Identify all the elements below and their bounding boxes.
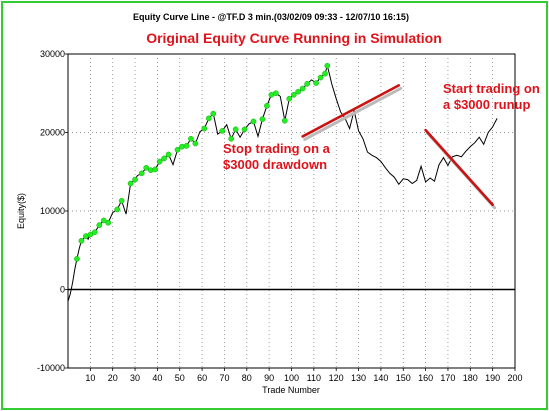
new-high-marker — [114, 206, 121, 213]
annotation-stop-line-2: $3000 drawdown — [223, 157, 327, 172]
x-tick-label: 30 — [130, 373, 140, 383]
new-high-marker — [259, 116, 266, 123]
new-high-marker — [322, 70, 328, 77]
x-axis-title: Trade Number — [262, 385, 320, 395]
y-tick-label: -10000 — [37, 363, 65, 373]
new-high-marker — [304, 80, 310, 87]
new-high-marker — [205, 115, 212, 122]
x-tick-label: 100 — [284, 373, 299, 383]
new-high-marker — [78, 237, 85, 244]
x-tick-label: 20 — [108, 373, 118, 383]
marker-layer — [74, 62, 331, 262]
annotation-arrows — [301, 84, 497, 210]
x-tick-label: 60 — [197, 373, 207, 383]
new-high-marker — [105, 219, 112, 226]
new-high-marker — [96, 222, 103, 228]
x-tick-label: 70 — [219, 373, 229, 383]
new-high-marker — [118, 197, 125, 204]
x-tick-label: 160 — [418, 373, 433, 383]
new-high-marker — [210, 110, 217, 117]
x-tick-label: 190 — [485, 373, 500, 383]
new-high-marker — [152, 166, 159, 173]
new-high-marker — [273, 90, 279, 97]
annotation-start-line-2: a $3000 runup — [443, 97, 530, 112]
new-high-marker — [219, 128, 226, 134]
new-high-marker — [299, 85, 306, 92]
x-tick-label: 110 — [307, 373, 321, 383]
new-high-marker — [174, 146, 181, 153]
y-axis-title: Equity($) — [16, 193, 26, 229]
new-high-marker — [324, 62, 331, 69]
new-high-marker — [192, 140, 199, 147]
chart-subtitle: Original Equity Curve Running in Simulat… — [146, 30, 442, 46]
tick-labels: 10 20 30 40 50 60 70 80 90 100 110 120 130 140 150 160 1… — [37, 49, 523, 383]
y-tick-label: 30000 — [40, 49, 65, 59]
x-tick-label: 90 — [264, 373, 274, 383]
new-high-marker — [132, 176, 138, 183]
new-high-marker — [161, 155, 167, 162]
x-tick-label: 170 — [440, 373, 455, 383]
x-tick-label: 180 — [463, 373, 478, 383]
x-tick-label: 150 — [396, 373, 411, 383]
annotation-start-line-1: Start trading on — [443, 81, 540, 96]
new-high-marker — [201, 125, 208, 132]
new-high-marker — [143, 164, 150, 171]
new-high-marker — [183, 142, 190, 149]
new-high-marker — [281, 117, 288, 124]
new-high-marker — [264, 102, 270, 109]
new-high-marker — [317, 74, 324, 81]
y-tick-label: 0 — [60, 285, 65, 295]
x-tick-label: 50 — [175, 373, 185, 383]
new-high-marker — [165, 151, 172, 158]
x-tick-label: 40 — [152, 373, 162, 383]
x-tick-label: 130 — [351, 373, 366, 383]
x-tick-label: 120 — [329, 373, 344, 383]
new-high-marker — [156, 158, 163, 165]
axes — [65, 53, 516, 371]
stop-trading-arrow — [301, 84, 401, 138]
y-tick-label: 10000 — [40, 206, 65, 216]
new-high-marker — [313, 80, 319, 86]
x-tick-label: 200 — [507, 373, 522, 383]
new-high-marker — [87, 231, 94, 238]
new-high-marker — [91, 229, 98, 236]
new-high-marker — [295, 88, 302, 95]
chart-title: Equity Curve Line - @TF.D 3 min.(03/02/0… — [133, 12, 409, 22]
annotation-line-shadow — [303, 86, 403, 141]
start-trading-arrow — [424, 128, 494, 207]
new-high-marker — [241, 126, 248, 133]
new-high-marker — [290, 91, 297, 98]
new-high-marker — [188, 135, 194, 142]
new-high-marker — [232, 126, 239, 133]
new-high-marker — [100, 217, 107, 224]
new-high-marker — [127, 180, 134, 187]
new-high-marker — [138, 170, 145, 177]
y-tick-label: 20000 — [40, 128, 65, 138]
annotation-stop-trading: Stop trading on a $3000 drawdown — [223, 141, 334, 172]
new-high-marker — [250, 118, 257, 125]
annotation-stop-line-1: Stop trading on a — [223, 141, 331, 156]
annotation-start-trading: Start trading on a $3000 runup — [443, 81, 543, 112]
new-high-marker — [228, 135, 235, 142]
x-tick-label: 140 — [373, 373, 388, 383]
new-high-marker — [286, 95, 293, 102]
new-high-marker — [74, 256, 80, 262]
x-tick-label: 80 — [242, 373, 252, 383]
x-tick-label: 10 — [85, 373, 95, 383]
